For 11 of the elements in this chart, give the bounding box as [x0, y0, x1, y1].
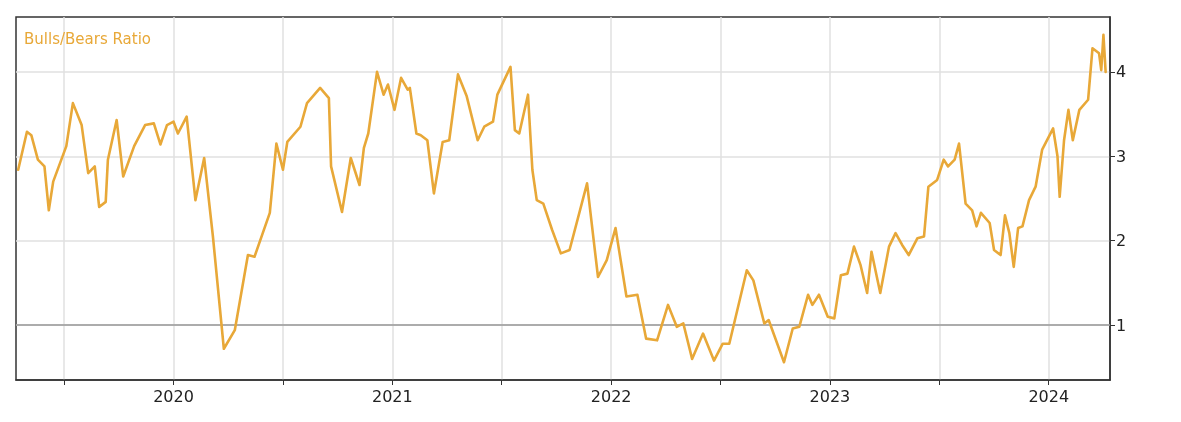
text: Bulls/Bears Ratio — [24, 29, 151, 48]
x-tick-label: 2024 — [1028, 386, 1070, 406]
x-tick-label: 2022 — [590, 386, 632, 406]
x-tick-label: 2023 — [809, 386, 851, 406]
y-tick-label: 3 — [1116, 146, 1127, 166]
x-tick-label: 2021 — [371, 386, 413, 406]
y-tick-label: 4 — [1116, 62, 1127, 82]
y-tick-label: 1 — [1116, 315, 1127, 335]
y-tick-label: 2 — [1116, 231, 1127, 251]
x-tick-label: 2020 — [153, 386, 194, 406]
line-series — [16, 33, 1107, 364]
